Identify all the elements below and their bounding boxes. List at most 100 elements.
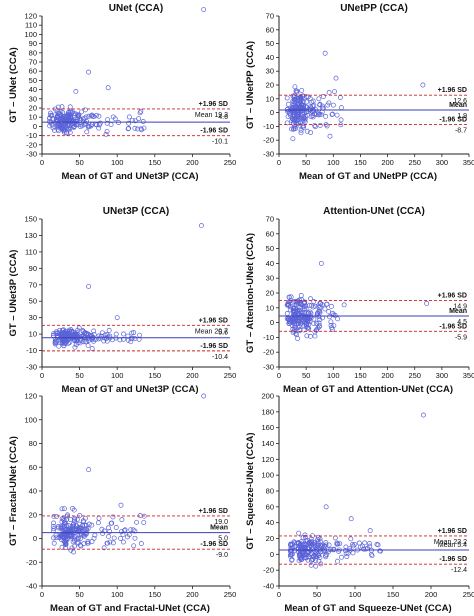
data-point	[299, 297, 305, 303]
line-label: -1.96 SD	[200, 128, 228, 135]
data-point	[67, 336, 73, 342]
y-tick-label: 150	[24, 215, 37, 224]
data-point	[291, 307, 297, 313]
data-point	[296, 312, 301, 318]
data-point	[313, 541, 319, 547]
data-point	[63, 130, 69, 136]
y-tick-label: -30	[26, 150, 37, 159]
x-tick-label: 50	[75, 158, 83, 167]
data-point	[367, 541, 372, 546]
data-point	[288, 549, 293, 554]
data-point	[138, 541, 144, 546]
outlier-point	[105, 85, 111, 91]
data-point	[290, 316, 296, 322]
data-point	[120, 336, 126, 342]
x-tick-label: 150	[354, 158, 367, 167]
outlier-point	[348, 516, 354, 522]
data-point	[296, 323, 302, 329]
outlier-point	[114, 315, 120, 321]
data-point	[297, 104, 303, 110]
data-point	[51, 520, 56, 526]
y-axis-label: GT – Attention-UNet (CCA)	[245, 233, 256, 353]
data-point	[69, 110, 75, 116]
data-point	[298, 293, 304, 298]
data-point	[63, 120, 69, 126]
data-point	[61, 517, 67, 523]
y-tick-label: 100	[261, 471, 274, 480]
x-tick-label: 0	[277, 158, 281, 167]
data-point	[305, 546, 311, 552]
y-tick-label: 20	[266, 534, 274, 543]
data-point	[141, 125, 147, 131]
x-tick-label: 50	[302, 371, 310, 380]
x-tick-label: 50	[75, 590, 83, 599]
y-tick-label: 50	[266, 244, 274, 253]
data-point	[294, 301, 300, 307]
data-point	[136, 116, 142, 122]
data-point	[136, 336, 142, 342]
data-point	[296, 530, 302, 536]
data-point	[110, 540, 116, 546]
data-point	[80, 329, 86, 334]
y-tick-label: 40	[266, 518, 274, 527]
data-point	[63, 331, 69, 337]
y-tick-label: 110	[25, 21, 37, 30]
data-point	[317, 317, 323, 323]
y-tick-label: 80	[266, 487, 274, 496]
line-value-label: -12.4	[451, 567, 467, 574]
data-point	[50, 523, 56, 529]
y-tick-label: 40	[266, 259, 274, 268]
data-point	[291, 126, 297, 132]
y-tick-label: -10	[263, 122, 274, 131]
data-point	[48, 110, 53, 116]
data-point	[51, 540, 57, 546]
y-tick-label: 60	[266, 229, 274, 238]
line-value-label: Mean 19.3	[195, 112, 228, 119]
y-tick-label: 100	[24, 415, 37, 424]
data-point	[305, 317, 311, 323]
chart-panel-6: -40 -20 0 20 40 60 80 100 120 140 160 180 200 0 50 100 1…	[245, 392, 474, 615]
data-point	[317, 122, 323, 128]
data-point	[59, 104, 65, 110]
x-tick-label: 0	[40, 371, 44, 380]
data-point	[327, 314, 332, 320]
x-axis-label: Mean of GT and UNetPP (CCA)	[299, 171, 437, 182]
data-point	[291, 113, 297, 119]
y-tick-label: 10	[266, 94, 274, 103]
outlier-point	[323, 504, 329, 510]
y-tick-label: 0	[270, 108, 274, 117]
line-label: Mean	[449, 102, 467, 109]
data-point	[89, 539, 95, 544]
data-point	[286, 319, 292, 324]
x-tick-label: 250	[224, 158, 237, 167]
data-point	[106, 533, 112, 539]
y-tick-label: 130	[24, 231, 37, 240]
data-point	[309, 540, 314, 546]
data-point	[96, 515, 102, 521]
y-tick-label: 30	[29, 313, 37, 322]
x-tick-label: 150	[149, 371, 162, 380]
line-value-label: 5.0	[218, 536, 228, 543]
y-tick-label: 60	[29, 463, 37, 472]
data-point	[284, 120, 290, 126]
x-tick-label: 100	[327, 371, 340, 380]
y-tick-label: 120	[261, 455, 274, 464]
data-point	[304, 322, 310, 328]
data-point	[290, 300, 295, 305]
data-point	[67, 339, 73, 345]
data-point	[308, 550, 314, 556]
x-tick-label: 300	[436, 371, 449, 380]
data-point	[83, 522, 89, 528]
data-point	[108, 122, 114, 127]
data-point	[71, 507, 77, 513]
data-point	[312, 333, 318, 339]
data-point	[326, 308, 332, 314]
data-point	[369, 553, 375, 559]
x-tick-label: 0	[277, 371, 281, 380]
y-tick-label: 20	[29, 510, 37, 519]
data-point	[334, 558, 340, 564]
data-point	[78, 109, 84, 115]
x-axis-label: Mean of GT and UNet3P (CCA)	[61, 384, 198, 395]
data-point	[61, 506, 67, 512]
data-point	[285, 302, 291, 308]
